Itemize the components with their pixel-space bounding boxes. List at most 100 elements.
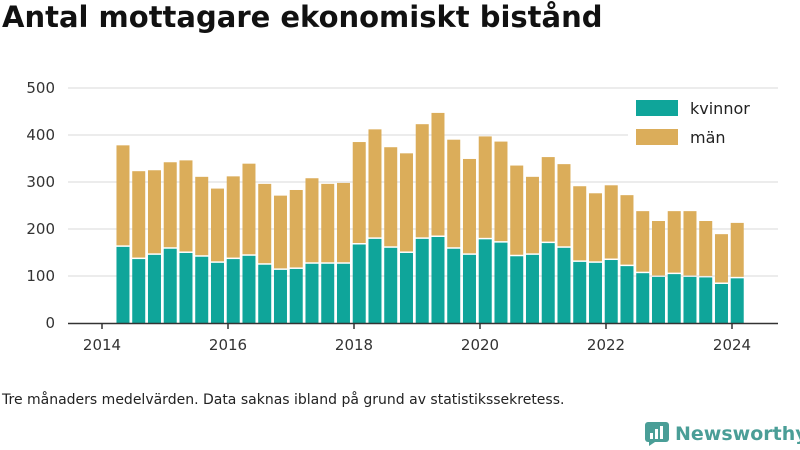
bar-kvinnor [147, 254, 161, 323]
footnote: Tre månaders medelvärden. Data saknas ib… [2, 392, 565, 408]
bar-kvinnor [273, 269, 287, 323]
bar-man [730, 222, 744, 277]
bar-man [667, 211, 681, 273]
bar-series [116, 112, 744, 323]
y-gridlines: 0 100 200 300 400 500 [26, 79, 778, 332]
bar-kvinnor [573, 261, 587, 323]
bar-kvinnor [289, 268, 303, 323]
bar-man [368, 129, 382, 238]
bar-kvinnor [336, 263, 350, 323]
bar-kvinnor [620, 266, 634, 323]
bar-man [415, 124, 429, 238]
bar-kvinnor [541, 243, 555, 323]
x-tick-label: 2022 [587, 336, 625, 354]
bar-kvinnor [415, 238, 429, 323]
x-tick-label: 2016 [209, 336, 247, 354]
bar-kvinnor [384, 247, 398, 323]
y-tick-label: 200 [26, 220, 55, 238]
bar-kvinnor [258, 264, 272, 323]
x-tick-label: 2024 [713, 336, 751, 354]
bar-man [258, 183, 272, 264]
bar-man [588, 193, 602, 262]
bar-kvinnor [242, 255, 256, 323]
stacked-bar-chart: 0 100 200 300 400 500 2014 2016 2018 2020 2022 202… [26, 79, 778, 354]
axes: 2014 2016 2018 2020 2022 2024 [68, 322, 778, 354]
bar-kvinnor [699, 277, 713, 323]
y-tick-label: 500 [26, 79, 55, 97]
bar-man [226, 176, 240, 258]
bar-kvinnor [352, 244, 366, 323]
bar-kvinnor [305, 263, 319, 323]
bar-kvinnor [399, 252, 413, 323]
bar-kvinnor [132, 259, 146, 323]
bar-man [462, 158, 476, 254]
y-tick-label: 400 [26, 126, 55, 144]
bar-kvinnor [431, 236, 445, 323]
bar-man [620, 195, 634, 265]
y-tick-label: 100 [26, 267, 55, 285]
bar-man [557, 164, 571, 247]
bar-kvinnor [667, 274, 681, 323]
bar-kvinnor [557, 247, 571, 323]
bar-man [525, 176, 539, 254]
chart-title: Antal mottagare ekonomiskt bistånd [2, 0, 603, 34]
bar-man [336, 182, 350, 263]
bar-kvinnor [604, 260, 618, 323]
bar-man [683, 211, 697, 276]
bar-kvinnor [179, 252, 193, 323]
bar-man [651, 221, 665, 276]
bar-man [699, 221, 713, 276]
bar-kvinnor [226, 259, 240, 323]
brand-logo-link[interactable]: Newsworthy [645, 420, 800, 448]
x-tick-label: 2014 [83, 336, 121, 354]
bar-man [714, 234, 728, 283]
bar-man [636, 211, 650, 272]
bar-kvinnor [478, 239, 492, 323]
bar-man [147, 170, 161, 254]
bar-man [494, 141, 508, 242]
legend: kvinnor män [628, 92, 778, 158]
bar-kvinnor [321, 263, 335, 323]
bar-kvinnor [714, 283, 728, 323]
bar-kvinnor [462, 254, 476, 323]
bar-man [116, 145, 130, 246]
bar-man [273, 195, 287, 269]
legend-swatch [636, 129, 678, 145]
bar-kvinnor [636, 273, 650, 323]
bar-kvinnor [494, 242, 508, 323]
bar-kvinnor [588, 262, 602, 323]
bar-man [384, 147, 398, 247]
bar-man [210, 188, 224, 262]
bar-man [163, 162, 177, 248]
bar-man [132, 171, 146, 258]
bar-man [305, 178, 319, 263]
bar-man [195, 176, 209, 256]
bar-man [399, 153, 413, 252]
bar-kvinnor [730, 278, 744, 323]
bar-kvinnor [210, 262, 224, 323]
bar-kvinnor [163, 248, 177, 323]
bar-kvinnor [195, 256, 209, 323]
bar-kvinnor [525, 254, 539, 323]
brand-name: Newsworthy [675, 423, 800, 445]
legend-swatch [636, 100, 678, 116]
bar-man [447, 139, 461, 248]
newsworthy-logo-icon [645, 422, 669, 446]
y-tick-label: 300 [26, 173, 55, 191]
bar-kvinnor [447, 248, 461, 323]
y-tick-label: 0 [45, 314, 55, 332]
legend-label: män [690, 128, 726, 147]
bar-man [510, 165, 524, 255]
bar-man [242, 163, 256, 255]
legend-label: kvinnor [690, 99, 750, 118]
bar-man [541, 157, 555, 242]
bar-kvinnor [368, 238, 382, 323]
bar-kvinnor [683, 276, 697, 323]
bar-man [352, 142, 366, 244]
bar-kvinnor [651, 276, 665, 323]
bar-kvinnor [510, 256, 524, 323]
bar-man [179, 160, 193, 252]
bar-man [604, 185, 618, 259]
bar-man [478, 136, 492, 238]
bar-man [289, 189, 303, 268]
